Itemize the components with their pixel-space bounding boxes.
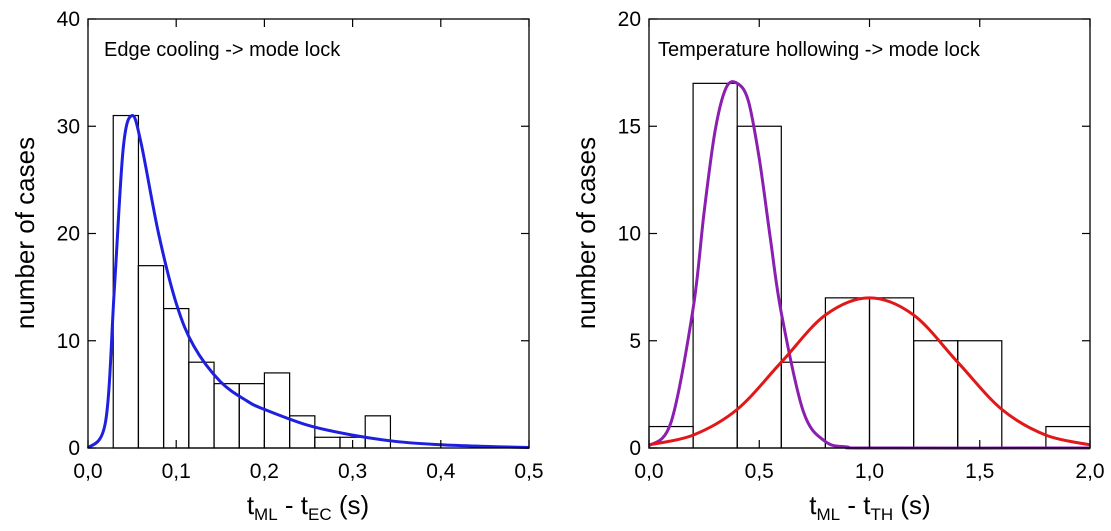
right-x-tick-label-1: 0,5 — [745, 460, 774, 483]
left-histogram-bar-3 — [188, 361, 215, 449]
left-histogram-bar-8 — [314, 436, 341, 449]
right-histogram-bar-4 — [824, 297, 871, 449]
right-x-tick-label-2: 1,0 — [855, 460, 884, 483]
left-histogram-bar-5 — [238, 383, 266, 449]
right-x-tick-label-3: 1,5 — [965, 460, 994, 483]
left-x-tick-label-1: 0,1 — [162, 460, 191, 483]
left-histogram-bar-1 — [137, 265, 165, 449]
left-y-tick-label-0: 0 — [68, 437, 80, 460]
left-fit-curve-0 — [86, 114, 530, 450]
right-fit-curve-0 — [647, 80, 1091, 450]
right-fit-curve-1 — [648, 296, 1091, 447]
left-histogram-bars — [112, 114, 392, 449]
left-y-axis-title: number of cases — [10, 137, 40, 329]
right-fit-curves — [647, 80, 1091, 450]
right-y-tick-label-3: 15 — [618, 115, 641, 138]
left-x-tick-label-4: 0,4 — [426, 460, 456, 483]
right-y-tick-label-2: 10 — [618, 223, 641, 246]
left-y-tick-label-2: 20 — [57, 223, 80, 246]
right-y-axis-title: number of cases — [571, 137, 601, 329]
left-histogram-bar-10 — [364, 415, 392, 449]
right-y-tick-label-0: 0 — [629, 437, 641, 460]
left-annotation: Edge cooling -> mode lock — [104, 39, 341, 61]
right-y-tick-label-4: 20 — [618, 8, 641, 31]
right-tick-labels: 0,0 0,5 1,0 1,5 2,0 0 5 10 15 20 — [618, 8, 1105, 483]
left-ticks — [87, 18, 530, 449]
left-y-tick-label-3: 30 — [57, 115, 80, 138]
left-histogram-bar-0 — [112, 114, 140, 449]
right-histogram-bar-5 — [868, 297, 915, 449]
right-histogram-bar-2 — [736, 125, 782, 449]
left-x-tick-label-2: 0,2 — [250, 460, 279, 483]
chart-right: 0,0 0,5 1,0 1,5 2,0 0 5 10 15 20 Temperature holl… — [571, 8, 1105, 524]
right-x-axis-title: tML - tTH (s) — [809, 490, 930, 524]
right-annotation: Temperature hollowing -> mode lock — [658, 39, 981, 61]
right-ticks — [648, 18, 1091, 449]
left-x-tick-label-5: 0,5 — [514, 460, 543, 483]
left-tick-labels: 0,0 0,1 0,2 0,3 0,4 0,5 0 10 20 30 40 — [57, 8, 544, 483]
chart-left: 0,0 0,1 0,2 0,3 0,4 0,5 0 10 20 30 40 Edge cooling… — [10, 8, 544, 524]
left-x-tick-label-0: 0,0 — [73, 460, 102, 483]
right-x-tick-label-4: 2,0 — [1075, 460, 1104, 483]
right-x-tick-label-0: 0,0 — [634, 460, 663, 483]
right-histogram-bar-7 — [957, 340, 1003, 449]
left-x-axis-title: tML - tEC (s) — [247, 490, 369, 524]
left-y-tick-label-1: 10 — [57, 330, 80, 353]
left-y-tick-label-4: 40 — [57, 8, 80, 31]
left-x-tick-label-3: 0,3 — [338, 460, 367, 483]
left-plot-frame — [87, 18, 530, 449]
right-y-tick-label-1: 5 — [629, 330, 641, 353]
left-fit-curves — [86, 114, 530, 450]
